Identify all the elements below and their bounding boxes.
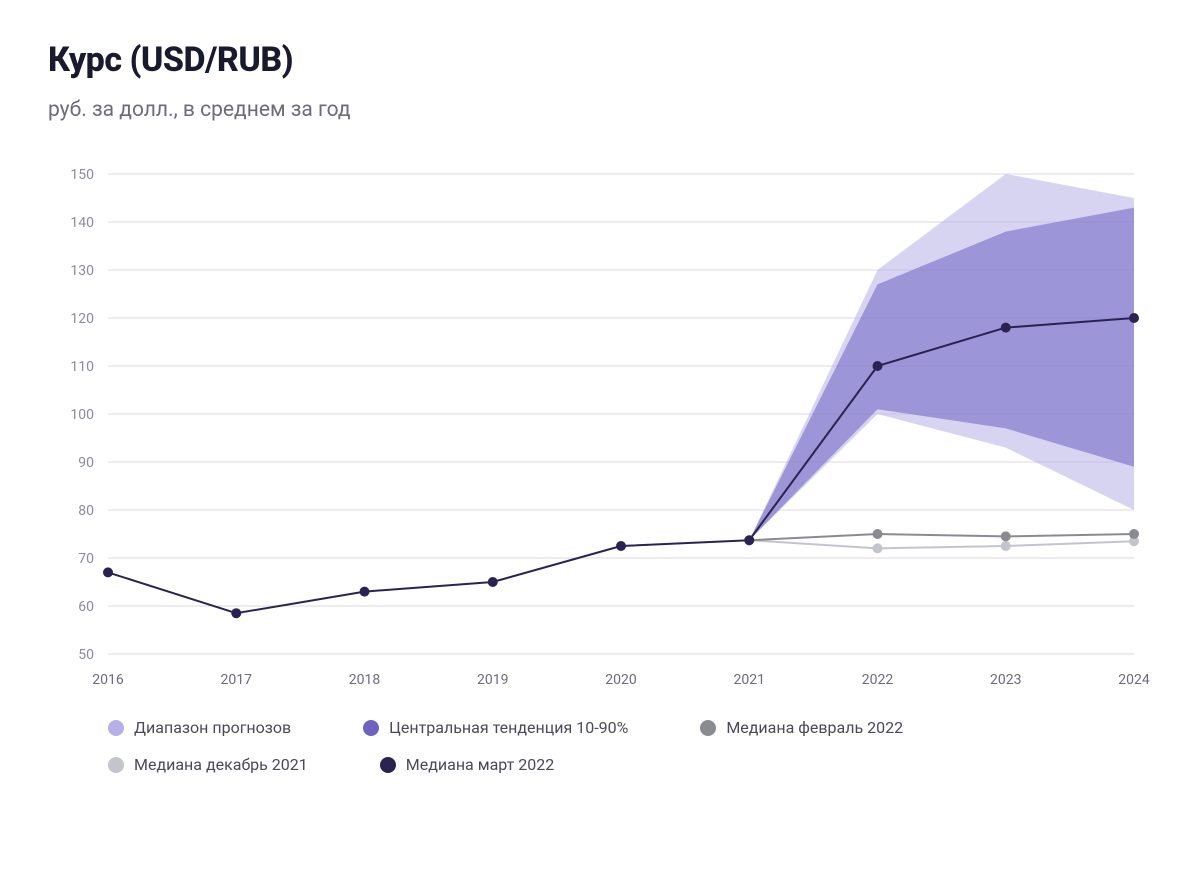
- median_dec_2021-line: [749, 540, 1134, 548]
- median_mar_2022-marker: [360, 587, 370, 597]
- median_feb_2022-marker: [1129, 529, 1139, 539]
- median_mar_2022-marker: [1129, 313, 1139, 323]
- x-axis-tick: 2021: [734, 672, 765, 688]
- y-axis-tick: 90: [78, 455, 94, 471]
- y-axis-tick: 150: [70, 167, 94, 183]
- y-axis-tick: 70: [78, 551, 94, 567]
- median_mar_2022-marker: [616, 541, 626, 551]
- y-axis-tick: 100: [70, 407, 94, 423]
- median_mar_2022-marker: [873, 361, 883, 371]
- legend-dot-icon: [108, 757, 124, 773]
- median_mar_2022-marker: [1001, 323, 1011, 333]
- legend-item-median_feb_2022: Медиана февраль 2022: [700, 718, 903, 737]
- legend-dot-icon: [700, 720, 716, 736]
- x-axis-tick: 2020: [605, 672, 637, 688]
- legend-dot-icon: [363, 720, 379, 736]
- legend: Диапазон прогнозов Центральная тенденция …: [48, 718, 1152, 774]
- chart-svg: 50 60 70 80 90 100 110 120 130 140 150 2016 2017 2018…: [48, 158, 1152, 698]
- x-axis-tick: 2024: [1118, 672, 1150, 688]
- legend-dot-icon: [380, 757, 396, 773]
- legend-label: Диапазон прогнозов: [134, 718, 291, 737]
- chart-subtitle: руб. за долл., в среднем за год: [48, 98, 1152, 122]
- legend-label: Медиана март 2022: [406, 755, 555, 774]
- y-axis-tick: 130: [70, 263, 94, 279]
- y-axis-tick: 110: [70, 359, 94, 375]
- chart-title: Курс (USD/RUB): [48, 40, 1152, 80]
- y-axis-tick: 60: [78, 599, 94, 615]
- legend-item-median_mar_2022: Медиана март 2022: [380, 755, 555, 774]
- chart-area: 50 60 70 80 90 100 110 120 130 140 150 2016 2017 2018…: [48, 158, 1152, 698]
- y-axis-tick: 120: [70, 311, 94, 327]
- median_dec_2021-marker: [873, 543, 883, 553]
- legend-item-median_dec_2021: Медиана декабрь 2021: [108, 755, 308, 774]
- median_feb_2022-marker: [1001, 531, 1011, 541]
- legend-dot-icon: [108, 720, 124, 736]
- median_mar_2022-marker: [231, 608, 241, 618]
- x-axis-tick: 2018: [349, 672, 381, 688]
- legend-item-range_central: Центральная тенденция 10-90%: [363, 718, 628, 737]
- x-axis-tick: 2016: [92, 672, 124, 688]
- legend-label: Центральная тенденция 10-90%: [389, 718, 628, 737]
- median_feb_2022-line: [749, 534, 1134, 540]
- y-axis-tick: 50: [78, 647, 94, 663]
- y-axis-tick: 80: [78, 503, 94, 519]
- x-axis-tick: 2017: [221, 672, 253, 688]
- median_mar_2022-marker: [488, 577, 498, 587]
- median_feb_2022-marker: [873, 529, 883, 539]
- x-axis-tick: 2019: [477, 672, 508, 688]
- x-axis-tick: 2022: [862, 672, 894, 688]
- median_mar_2022-marker: [103, 567, 113, 577]
- y-axis-tick: 140: [70, 215, 94, 231]
- x-axis-tick: 2023: [990, 672, 1021, 688]
- legend-label: Медиана декабрь 2021: [134, 755, 308, 774]
- median_dec_2021-marker: [1001, 541, 1011, 551]
- legend-item-range_full: Диапазон прогнозов: [108, 718, 291, 737]
- median_mar_2022-marker: [744, 535, 754, 545]
- legend-label: Медиана февраль 2022: [726, 718, 903, 737]
